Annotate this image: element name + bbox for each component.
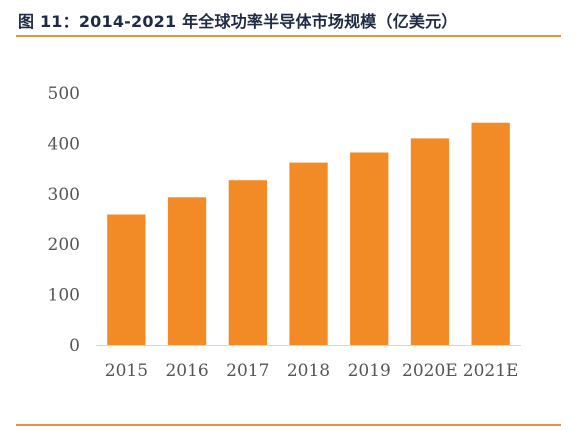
bar-2019 [350,152,389,345]
bar-2017 [228,180,267,345]
y-tick-label: 200 [48,235,80,255]
y-tick-label: 400 [48,134,80,154]
bars [107,122,510,345]
x-tick-label: 2015 [105,361,148,381]
x-tick-label: 2019 [348,361,391,381]
top-divider [16,35,561,37]
bar-2018 [289,162,328,345]
figure-title: 图 11：2014-2021 年全球功率半导体市场规模（亿美元） [18,12,458,31]
x-tick-label: 2021E [463,361,519,381]
x-tick-label: 2017 [226,361,269,381]
bar-2021E [471,122,510,345]
bar-2020E [410,138,450,345]
y-tick-label: 0 [69,336,80,356]
x-tick-label: 2018 [287,361,330,381]
bar-2015 [107,214,146,345]
x-axis-ticks: 2015 2016 2017 2018 2019 2020E 2021E [105,361,519,381]
x-tick-label: 2020E [402,361,458,381]
y-tick-label: 500 [48,84,80,104]
y-tick-label: 100 [48,286,80,306]
bar-2016 [167,197,207,345]
y-tick-label: 300 [48,185,80,205]
bottom-divider [16,424,561,426]
x-tick-label: 2016 [165,361,208,381]
y-axis-ticks: 0 100 200 300 400 500 [48,84,80,356]
